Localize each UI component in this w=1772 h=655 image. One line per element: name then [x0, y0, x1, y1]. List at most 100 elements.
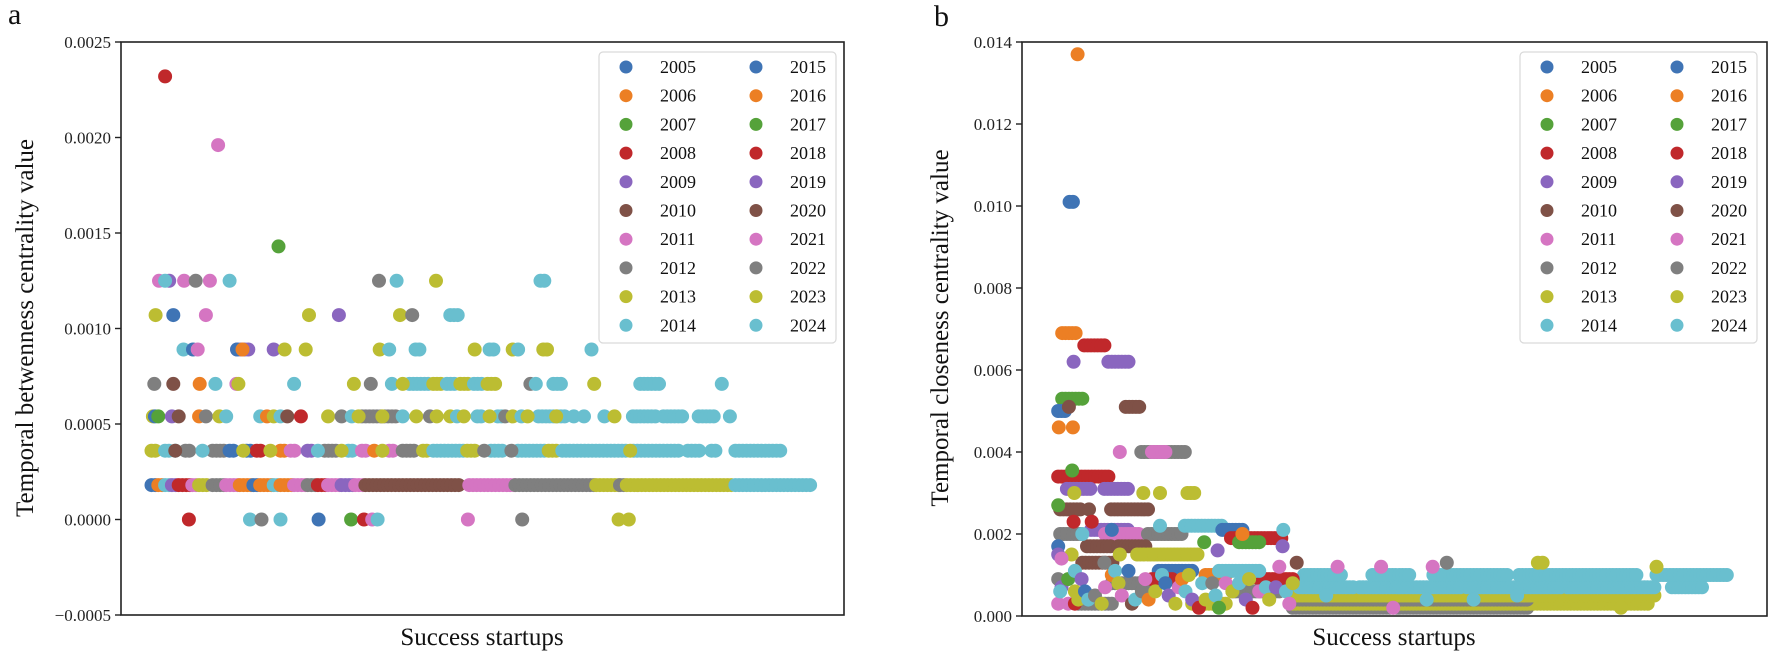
legend-item-2021: 2021: [1670, 229, 1747, 249]
legend-item-2014: 2014: [1540, 315, 1617, 335]
legend-item-2009: 2009: [1540, 172, 1617, 192]
legend-label: 2006: [660, 86, 696, 106]
legend-marker: [619, 318, 633, 332]
legend-item-2018: 2018: [749, 143, 826, 163]
legend-marker: [619, 290, 633, 304]
point-2012: [254, 512, 269, 527]
point-2013: [1242, 572, 1257, 587]
legend-marker: [749, 175, 763, 189]
legend-item-2018: 2018: [1670, 143, 1747, 163]
point-2014: [1647, 580, 1662, 595]
point-2009: [1210, 543, 1225, 558]
legend-item-2020: 2020: [749, 201, 826, 221]
point-2014: [395, 409, 410, 424]
point-2013: [520, 409, 535, 424]
point-2013: [351, 409, 366, 424]
point-2008: [1101, 469, 1116, 484]
legend-label: 2019: [790, 172, 826, 192]
point-2014: [773, 443, 788, 458]
x-axis-label-b: Success startups: [1312, 624, 1475, 651]
legend-marker: [1670, 261, 1684, 275]
point-2012: [504, 443, 519, 458]
legend-marker: [619, 117, 633, 131]
point-2007: [344, 512, 359, 527]
legend-item-2005: 2005: [619, 57, 696, 77]
legend-box: [1519, 51, 1758, 344]
y-tick-label: 0.0020: [64, 129, 111, 148]
point-2007: [271, 239, 286, 254]
legend-marker: [619, 204, 633, 217]
point-2011: [1054, 551, 1069, 566]
legend-marker: [1540, 261, 1554, 275]
point-2013: [611, 512, 626, 527]
legend-label: 2018: [790, 143, 826, 163]
legend-item-2015: 2015: [1670, 57, 1747, 77]
legend-label: 2020: [1711, 201, 1747, 221]
legend-label: 2021: [790, 229, 826, 249]
legend-item-2015: 2015: [749, 57, 826, 77]
legend-marker: [1540, 232, 1554, 246]
point-2009: [331, 308, 346, 323]
point-2014: [803, 478, 818, 493]
point-2011: [211, 138, 226, 153]
point-2013: [587, 376, 602, 391]
legend-item-2021: 2021: [749, 229, 826, 249]
legend-label: 2012: [660, 258, 696, 278]
point-2013: [621, 512, 636, 527]
point-2014: [384, 376, 399, 391]
point-2011: [1051, 596, 1066, 611]
legend: 2005 2006 2007 2008 2009 2010 2011 2012 2013 2014…: [598, 51, 837, 344]
y-tick-label: 0.0010: [64, 320, 111, 339]
legend-item-2019: 2019: [749, 172, 826, 192]
legend: 2005 2006 2007 2008 2009 2010 2011 2012 2013 2014…: [1519, 51, 1758, 344]
point-2013: [1094, 596, 1109, 611]
point-2014: [553, 376, 568, 391]
point-2014: [1510, 588, 1525, 603]
point-2014: [1258, 580, 1273, 595]
point-2014: [208, 376, 223, 391]
point-2013: [623, 443, 638, 458]
legend-label: 2020: [790, 201, 826, 221]
point-2014: [287, 376, 302, 391]
point-2013: [1111, 576, 1126, 591]
point-2013: [429, 273, 443, 288]
point-2008: [293, 409, 308, 424]
point-2013: [1649, 559, 1664, 574]
point-2014: [566, 409, 581, 424]
legend-marker: [1540, 89, 1554, 103]
legend-label: 2021: [1711, 229, 1747, 249]
legend-marker: [1670, 89, 1684, 103]
legend-item-2024: 2024: [749, 315, 826, 335]
legend-label: 2023: [790, 287, 826, 307]
point-2014: [528, 376, 543, 391]
point-2013: [1181, 568, 1196, 582]
point-2013: [1535, 555, 1550, 570]
legend-item-2008: 2008: [1540, 143, 1617, 163]
legend-marker: [749, 60, 763, 74]
panel-a-betweenness-scatter: a Temporal betwenness centrality value S…: [8, 0, 845, 651]
point-2011: [287, 443, 302, 458]
legend-marker: [1540, 60, 1554, 74]
point-2014: [1195, 576, 1210, 591]
x-axis-label-a: Success startups: [400, 624, 563, 651]
point-2010: [1132, 399, 1147, 414]
y-tick-label: 0.004: [974, 443, 1013, 462]
point-2005: [1065, 194, 1080, 209]
point-2013: [302, 308, 316, 323]
point-2014: [708, 443, 723, 458]
y-tick-label: 0.0015: [64, 224, 111, 243]
point-2011: [198, 308, 213, 323]
point-2012: [182, 443, 197, 458]
legend-item-2011: 2011: [619, 229, 695, 249]
point-2014: [158, 273, 173, 288]
point-2007: [1252, 535, 1267, 550]
legend-label: 2016: [1711, 86, 1747, 106]
legend-marker: [749, 232, 763, 246]
point-2014: [243, 512, 257, 527]
point-2011: [1330, 559, 1345, 574]
legend-marker: [749, 117, 763, 131]
legend-item-2013: 2013: [619, 287, 696, 307]
point-2006: [235, 342, 250, 357]
point-2014: [1075, 527, 1090, 541]
legend-label: 2018: [1711, 143, 1747, 163]
